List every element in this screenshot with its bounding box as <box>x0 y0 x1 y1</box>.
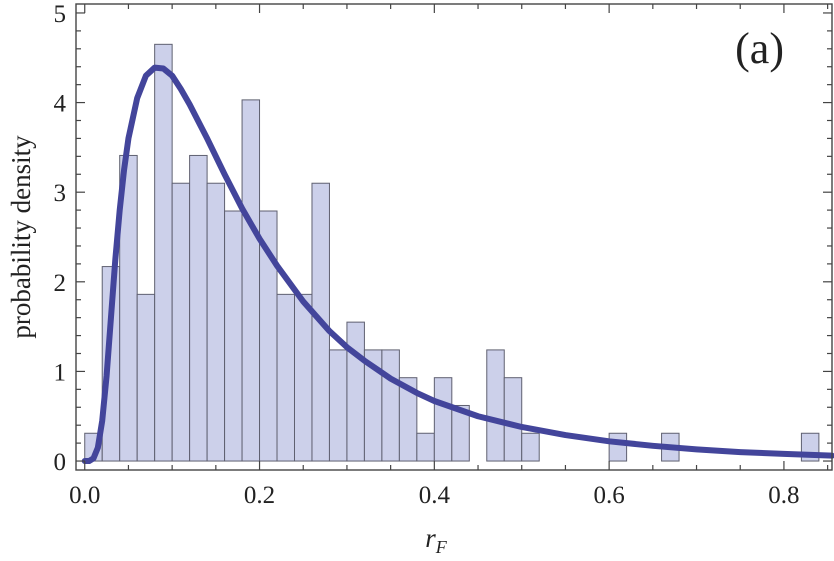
histogram-bar <box>486 349 505 462</box>
x-tick-label: 0.0 <box>69 482 100 509</box>
histogram-bar <box>171 182 191 462</box>
histogram-bar <box>154 43 173 462</box>
x-axis-label: rF <box>425 523 448 557</box>
y-tick-label: 5 <box>54 1 67 28</box>
histogram-bars <box>84 43 820 462</box>
axis-ticks <box>76 4 832 470</box>
histogram-bar <box>451 404 470 462</box>
y-tick-label: 4 <box>54 91 67 118</box>
histogram-bar <box>608 432 628 462</box>
x-tick-labels: 0.0 0.2 0.4 0.6 0.8 <box>69 482 799 509</box>
y-tick-labels: 0 1 2 3 4 5 <box>54 1 67 476</box>
x-tick-label: 0.8 <box>768 482 799 509</box>
density-curve <box>81 64 834 465</box>
y-axis-label: probability density <box>6 135 36 339</box>
histogram-bar <box>206 182 226 462</box>
histogram-bar <box>416 432 435 462</box>
x-tick-label: 0.6 <box>594 482 625 509</box>
x-axis-label-subscript: F <box>435 537 448 557</box>
histogram-bar <box>328 349 348 462</box>
panel-label: (a) <box>735 24 784 73</box>
x-tick-label: 0.4 <box>419 482 451 509</box>
histogram-bar <box>293 293 313 462</box>
histogram-bar <box>276 293 295 462</box>
x-tick-label: 0.2 <box>244 482 275 509</box>
histogram-bar <box>521 432 540 462</box>
y-tick-label: 0 <box>54 449 67 476</box>
histogram-bar <box>241 99 261 462</box>
y-tick-label: 2 <box>54 270 67 297</box>
histogram-bar <box>224 210 243 462</box>
histogram-bar <box>503 377 523 462</box>
x-axis-label-main: r <box>425 523 436 553</box>
y-tick-label: 3 <box>54 180 67 207</box>
histogram-bar <box>136 293 156 462</box>
histogram-bar <box>189 154 208 462</box>
y-tick-label: 1 <box>54 359 67 386</box>
histogram-bar <box>398 377 418 462</box>
histogram-bar <box>346 321 365 462</box>
plot-frame <box>75 3 833 471</box>
histogram-bar <box>381 349 400 462</box>
histogram-bar <box>433 377 453 462</box>
